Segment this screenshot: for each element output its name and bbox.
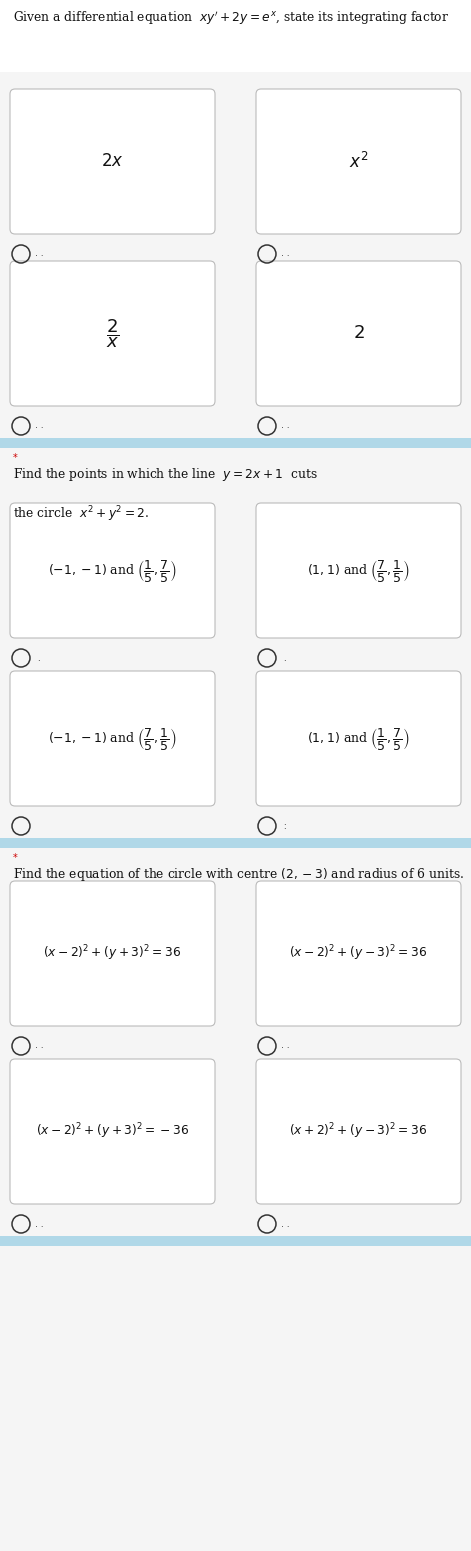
Text: Find the equation of the circle with centre $(2,-3)$ and radius of 6 units.: Find the equation of the circle with cen… (13, 865, 464, 883)
Text: . .: . . (35, 250, 44, 259)
Text: $(x-2)^2+(y+3)^2=-36$: $(x-2)^2+(y+3)^2=-36$ (36, 1121, 189, 1142)
FancyBboxPatch shape (10, 261, 215, 406)
FancyBboxPatch shape (256, 1059, 461, 1204)
FancyBboxPatch shape (10, 1059, 215, 1204)
FancyBboxPatch shape (10, 503, 215, 637)
Text: :: : (281, 822, 287, 830)
Text: $(1,1)$ and $\left(\dfrac{7}{5},\dfrac{1}{5}\right)$: $(1,1)$ and $\left(\dfrac{7}{5},\dfrac{1… (307, 557, 410, 583)
Text: . .: . . (281, 250, 290, 259)
Text: $2x$: $2x$ (101, 154, 124, 171)
FancyBboxPatch shape (256, 672, 461, 807)
FancyBboxPatch shape (10, 881, 215, 1027)
Text: .: . (281, 653, 287, 662)
FancyBboxPatch shape (10, 88, 215, 234)
Text: $(x+2)^2+(y-3)^2=36$: $(x+2)^2+(y-3)^2=36$ (290, 1121, 428, 1142)
FancyBboxPatch shape (256, 881, 461, 1027)
Text: $x^2$: $x^2$ (349, 152, 368, 172)
Text: $2$: $2$ (353, 324, 365, 343)
Bar (0, 838, 471, 848)
Text: . .: . . (35, 422, 44, 431)
Text: *: * (13, 853, 18, 862)
Text: . .: . . (35, 1042, 44, 1050)
Text: . .: . . (281, 1042, 290, 1050)
FancyBboxPatch shape (256, 261, 461, 406)
Bar (0, 0, 471, 71)
Text: $(1,1)$ and $\left(\dfrac{1}{5},\dfrac{7}{5}\right)$: $(1,1)$ and $\left(\dfrac{1}{5},\dfrac{7… (307, 726, 410, 752)
Text: $(-1,-1)$ and $\left(\dfrac{7}{5},\dfrac{1}{5}\right)$: $(-1,-1)$ and $\left(\dfrac{7}{5},\dfrac… (48, 726, 177, 752)
Text: $\dfrac{2}{x}$: $\dfrac{2}{x}$ (106, 316, 120, 351)
Text: $(x-2)^2+(y+3)^2=36$: $(x-2)^2+(y+3)^2=36$ (43, 943, 181, 963)
Text: Find the points in which the line  $y=2x+1$  cuts: Find the points in which the line $y=2x+… (13, 465, 318, 482)
Text: $(-1,-1)$ and $\left(\dfrac{1}{5},\dfrac{7}{5}\right)$: $(-1,-1)$ and $\left(\dfrac{1}{5},\dfrac… (48, 557, 177, 583)
Text: .: . (35, 653, 41, 662)
Text: *: * (13, 453, 18, 464)
FancyBboxPatch shape (256, 88, 461, 234)
Text: . .: . . (281, 1219, 290, 1228)
FancyBboxPatch shape (10, 672, 215, 807)
Text: the circle  $x^2+y^2=2$.: the circle $x^2+y^2=2$. (13, 504, 149, 524)
Text: . .: . . (35, 1219, 44, 1228)
Text: $(x-2)^2+(y-3)^2=36$: $(x-2)^2+(y-3)^2=36$ (290, 943, 428, 963)
Text: Given a differential equation  $xy'+2y=e^x$, state its integrating factor: Given a differential equation $xy'+2y=e^… (13, 9, 449, 28)
FancyBboxPatch shape (256, 503, 461, 637)
Bar (0, 437, 471, 448)
Text: . .: . . (281, 422, 290, 431)
Bar (0, 1236, 471, 1245)
